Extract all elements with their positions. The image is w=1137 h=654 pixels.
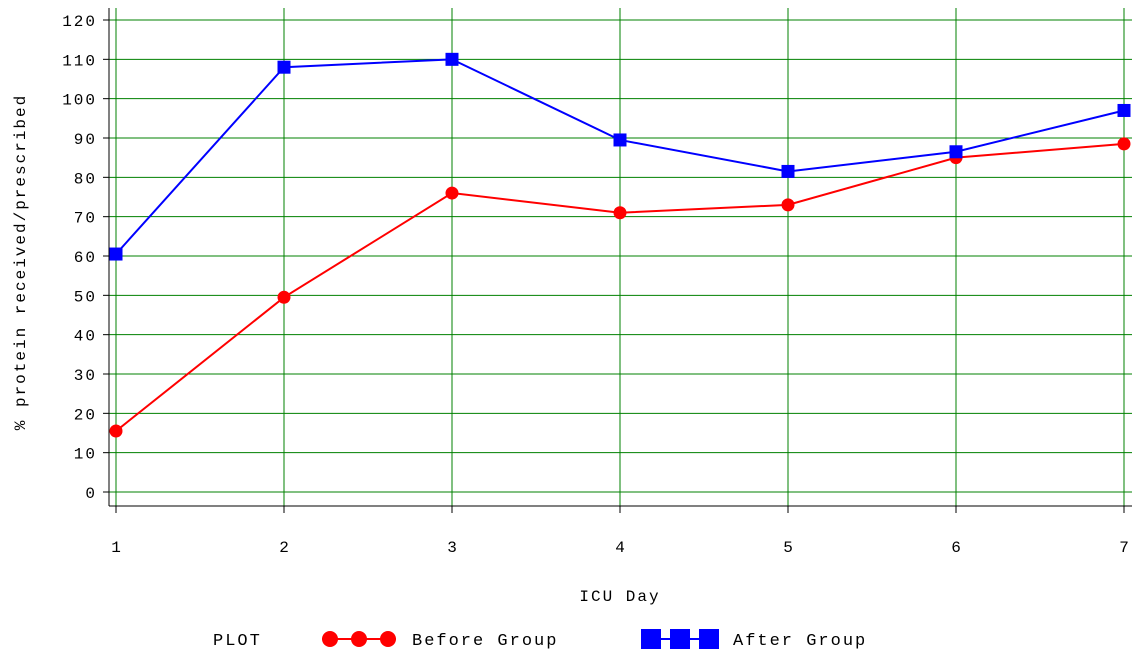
legend-label: After Group bbox=[733, 632, 867, 651]
data-point-circle bbox=[109, 424, 123, 438]
y-tick-label: 100 bbox=[62, 92, 97, 110]
legend-label: Before Group bbox=[412, 632, 558, 651]
legend-items: Before Group After Group bbox=[322, 629, 867, 651]
y-tick-label: 10 bbox=[74, 446, 97, 464]
y-tick-label: 0 bbox=[85, 485, 97, 503]
legend-title: PLOT bbox=[213, 632, 262, 651]
legend-marker-circle bbox=[322, 631, 338, 647]
y-tick-label: 30 bbox=[74, 367, 97, 385]
data-point-circle bbox=[613, 206, 627, 220]
legend-marker-square bbox=[670, 629, 690, 649]
x-axis-title: ICU Day bbox=[579, 588, 660, 606]
data-point-circle bbox=[1117, 137, 1131, 151]
data-point-square bbox=[949, 145, 963, 159]
y-tick-label: 70 bbox=[74, 210, 97, 228]
data-point-circle bbox=[445, 186, 459, 200]
y-tick-label: 120 bbox=[62, 13, 97, 31]
y-tick-label: 90 bbox=[74, 131, 97, 149]
y-tick-label: 110 bbox=[62, 52, 97, 70]
y-tick-label: 40 bbox=[74, 328, 97, 346]
series-after-group bbox=[109, 52, 1131, 261]
x-tick-label: 2 bbox=[279, 539, 291, 557]
x-tick-label: 4 bbox=[615, 539, 627, 557]
legend-marker-square bbox=[699, 629, 719, 649]
y-tick-label: 20 bbox=[74, 406, 97, 424]
data-point-square bbox=[1117, 103, 1131, 117]
data-point-square bbox=[445, 52, 459, 66]
data-point-circle bbox=[277, 290, 291, 304]
y-tick-label: 80 bbox=[74, 170, 97, 188]
x-tick-label: 1 bbox=[111, 539, 123, 557]
y-tick-label: 60 bbox=[74, 249, 97, 267]
data-point-circle bbox=[781, 198, 795, 212]
y-axis-ticks: 0 10 20 30 40 50 60 70 80 90 100 110 120 bbox=[62, 13, 109, 503]
grid-lines bbox=[109, 8, 1132, 506]
x-tick-label: 6 bbox=[951, 539, 963, 557]
data-point-square bbox=[781, 164, 795, 178]
data-point-square bbox=[109, 247, 123, 261]
y-tick-label: 50 bbox=[74, 288, 97, 306]
series-lines bbox=[109, 52, 1131, 438]
x-tick-label: 7 bbox=[1119, 539, 1131, 557]
legend-marker-circle bbox=[351, 631, 367, 647]
x-tick-label: 5 bbox=[783, 539, 795, 557]
legend: PLOT Before Group After Group bbox=[213, 629, 867, 651]
data-point-square bbox=[277, 60, 291, 74]
legend-marker-circle bbox=[380, 631, 396, 647]
x-axis-ticks: 1 2 3 4 5 6 7 bbox=[111, 506, 1131, 557]
y-axis-title: % protein received/prescribed bbox=[12, 94, 30, 430]
x-tick-label: 3 bbox=[447, 539, 459, 557]
legend-item-before-group: Before Group bbox=[322, 631, 558, 651]
data-point-square bbox=[613, 133, 627, 147]
legend-item-after-group: After Group bbox=[641, 629, 867, 651]
legend-marker-square bbox=[641, 629, 661, 649]
